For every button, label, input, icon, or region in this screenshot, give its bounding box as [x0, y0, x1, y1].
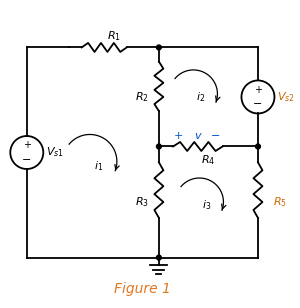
Text: $V_{s2}$: $V_{s2}$ — [278, 90, 295, 104]
Text: +: + — [254, 84, 262, 95]
Text: $i_1$: $i_1$ — [94, 159, 104, 173]
Circle shape — [157, 144, 161, 149]
Text: $R_4$: $R_4$ — [201, 153, 216, 167]
Circle shape — [157, 255, 161, 260]
Text: $R_2$: $R_2$ — [135, 90, 149, 104]
Text: v: v — [195, 131, 201, 141]
Text: −: − — [22, 155, 32, 165]
Text: $R_5$: $R_5$ — [273, 195, 287, 209]
Text: $i_2$: $i_2$ — [196, 90, 206, 104]
Text: +: + — [23, 140, 31, 150]
Text: $R_1$: $R_1$ — [107, 29, 121, 43]
Text: $V_{s1}$: $V_{s1}$ — [46, 146, 64, 160]
Text: −: − — [253, 99, 262, 109]
Circle shape — [157, 45, 161, 50]
Text: Figure 1: Figure 1 — [114, 282, 171, 296]
Circle shape — [256, 144, 260, 149]
Text: −: − — [211, 131, 220, 141]
Text: +: + — [174, 131, 183, 141]
Text: $i_3$: $i_3$ — [202, 198, 212, 212]
Text: $R_3$: $R_3$ — [135, 195, 149, 209]
